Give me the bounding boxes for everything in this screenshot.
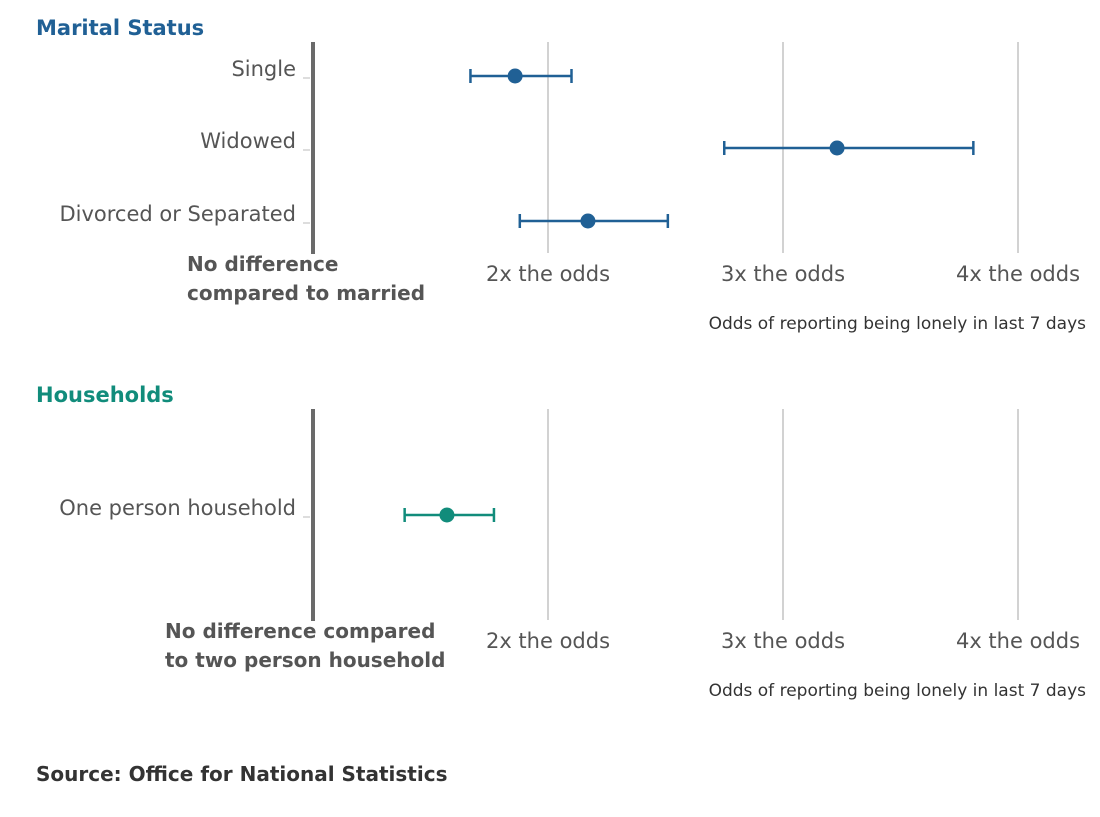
point-estimate (829, 140, 845, 156)
panel-title: Marital Status (36, 16, 204, 40)
tick-label: 3x the odds (721, 629, 845, 653)
source-note: Source: Office for National Statistics (36, 762, 447, 786)
tick-label: 3x the odds (721, 262, 845, 286)
forest-panel-1: Marital Status Single Widowed Divorced or S… (36, 16, 1086, 334)
point-estimate (439, 507, 455, 523)
tick-label: 2x the odds (486, 629, 610, 653)
point-estimate (507, 68, 523, 84)
point-estimate (580, 213, 596, 229)
tick-label: 2x the odds (486, 262, 610, 286)
tick-label: 4x the odds (956, 262, 1080, 286)
reference-label: No difference compared (165, 619, 435, 643)
category-label: Single (231, 57, 296, 81)
forest-panel-2: Households One person household No differe… (36, 383, 1086, 701)
tick-label: 4x the odds (956, 629, 1080, 653)
chart-panels: Marital Status Single Widowed Divorced or S… (36, 16, 1086, 701)
reference-label: compared to married (187, 281, 425, 305)
x-axis-label: Odds of reporting being lonely in last 7… (709, 681, 1087, 701)
reference-label: to two person household (165, 648, 445, 672)
panel-title: Households (36, 383, 174, 407)
category-label: Divorced or Separated (59, 202, 296, 226)
category-label: One person household (59, 496, 296, 520)
x-axis-label: Odds of reporting being lonely in last 7… (709, 314, 1087, 334)
category-label: Widowed (200, 129, 296, 153)
reference-label: No difference (187, 252, 338, 276)
